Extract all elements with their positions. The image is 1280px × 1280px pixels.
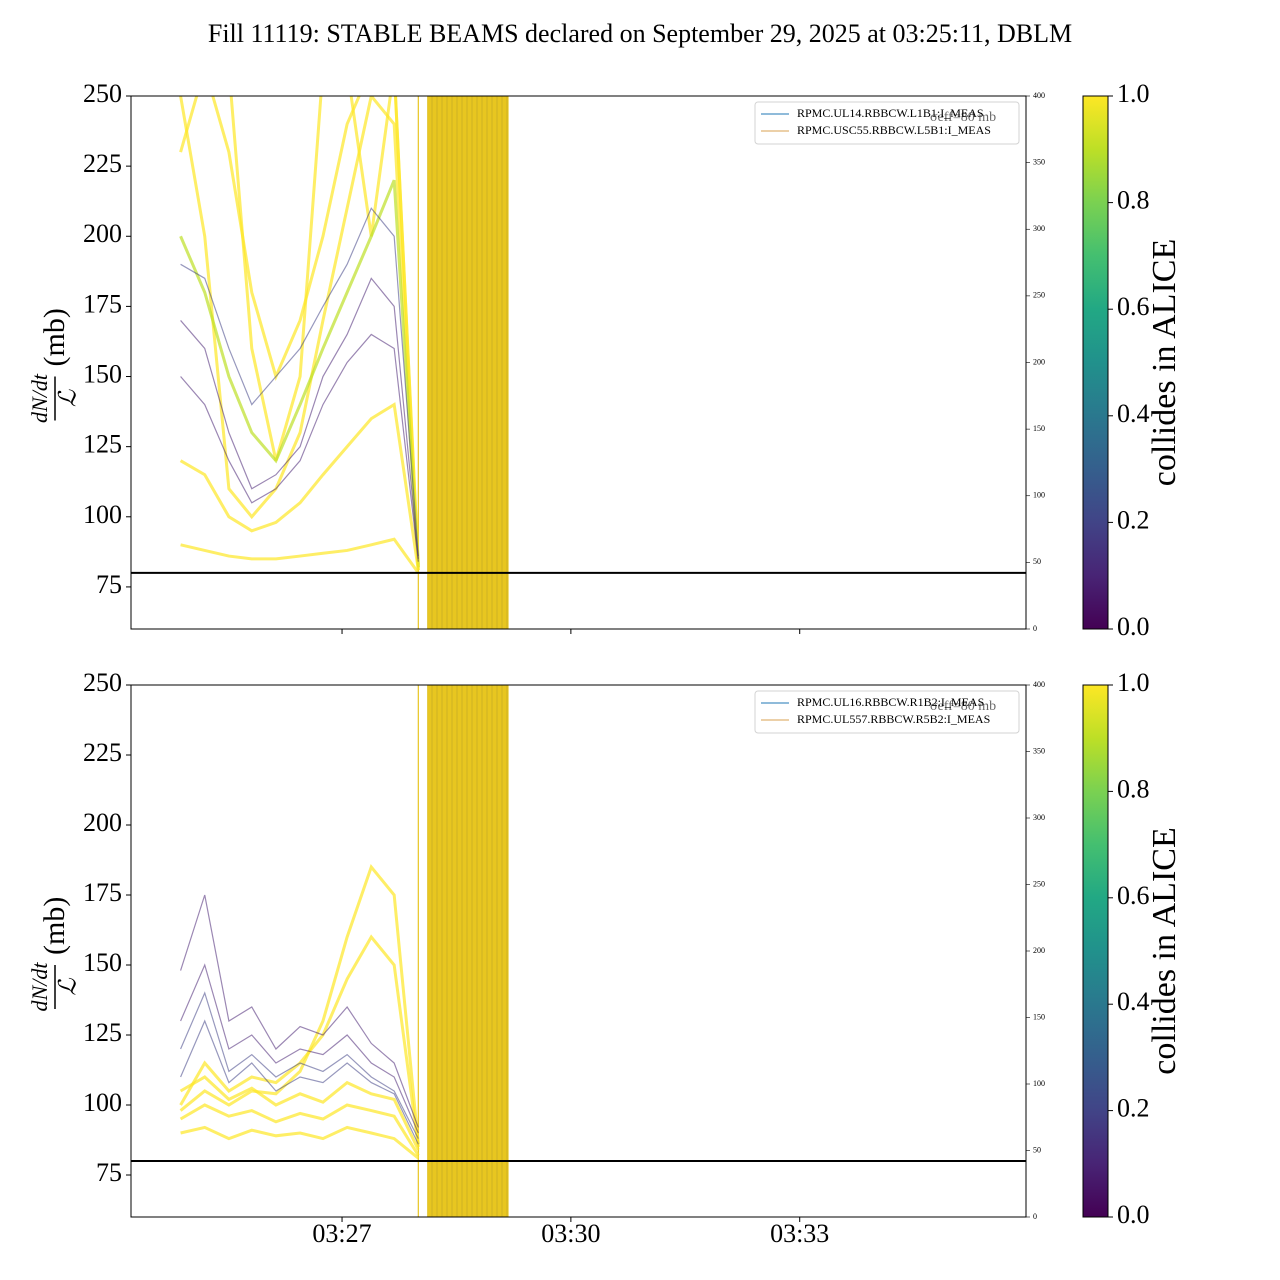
trace — [211, 96, 420, 568]
trace — [179, 863, 420, 1145]
y-label-numerator: dN/dt — [27, 373, 52, 423]
y2-tick-label: 100 — [1033, 491, 1045, 500]
colorbar-tick-label: 0.6 — [1117, 292, 1150, 321]
legend-label: RPMC.UL14.RBBCW.L1B1:I_MEAS — [797, 106, 984, 120]
y2-tick-label: 150 — [1033, 424, 1045, 433]
y-tick-label: 125 — [83, 1018, 122, 1047]
y2-tick-label: 100 — [1033, 1079, 1045, 1088]
colorbar-tick-label: 0.2 — [1117, 505, 1150, 534]
y-label-unit: (mb) — [38, 308, 71, 366]
trace — [179, 1075, 420, 1151]
y-tick-label: 150 — [83, 948, 122, 977]
trace — [180, 333, 419, 562]
y-tick-label: 250 — [83, 668, 122, 697]
y-label-denominator: ℒ — [56, 978, 82, 996]
trace — [180, 277, 419, 559]
trace — [180, 1019, 419, 1145]
y-label-numerator: dN/dt — [27, 962, 52, 1012]
colorbar-tick-label: 0.8 — [1117, 186, 1150, 215]
y-tick-label: 225 — [83, 738, 122, 767]
colorbar-tick-label: 1.0 — [1117, 668, 1150, 697]
x-tick-label: 03:33 — [770, 1219, 829, 1248]
trace — [180, 991, 419, 1139]
y2-tick-label: 300 — [1033, 813, 1045, 822]
trace — [179, 402, 420, 571]
y-tick-label: 100 — [83, 1088, 122, 1117]
plot-area — [171, 685, 985, 1217]
y-label-unit: (mb) — [38, 897, 71, 955]
y-tick-label: 100 — [83, 500, 122, 529]
y-label-denominator: ℒ — [56, 389, 82, 407]
y-tick-label: 175 — [83, 289, 122, 318]
figure-title: Fill 11119: STABLE BEAMS declared on Sep… — [208, 19, 1072, 48]
axes-frame — [130, 95, 1027, 630]
trace — [179, 1103, 420, 1157]
y-tick-label: 225 — [83, 149, 122, 178]
colorbar-tick-label: 0.4 — [1117, 987, 1150, 1016]
y2-tick-label: 350 — [1033, 746, 1045, 755]
axes-frame — [130, 684, 1027, 1218]
legend-label: RPMC.UL557.RBBCW.R5B2:I_MEAS — [797, 712, 990, 726]
y2-tick-label: 200 — [1033, 357, 1045, 366]
plot-area — [171, 96, 985, 629]
colorbar-tick-label: 0.0 — [1117, 1200, 1150, 1229]
y-tick-label: 150 — [83, 359, 122, 388]
legend-box — [754, 101, 1020, 145]
colorbar-label: collides in ALICE — [1146, 239, 1183, 486]
colorbar-tick-label: 0.4 — [1117, 399, 1150, 428]
y-tick-label: 75 — [96, 1158, 122, 1187]
y2-tick-label: 400 — [1033, 680, 1045, 689]
trace — [180, 207, 419, 557]
vertical-band-stripes — [427, 96, 509, 629]
legend-box — [754, 690, 1020, 734]
x-tick-label: 03:27 — [312, 1219, 371, 1248]
y2-tick-label: 200 — [1033, 946, 1045, 955]
y2-tick-label: 0 — [1033, 1212, 1037, 1221]
legend-label: RPMC.UL16.RBBCW.R1B2:I_MEAS — [797, 695, 984, 709]
y2-tick-label: 150 — [1033, 1012, 1045, 1021]
trace — [180, 1125, 420, 1160]
colorbar-tick-label: 0.0 — [1117, 612, 1150, 641]
legend-label: RPMC.USC55.RBBCW.L5B1:I_MEAS — [797, 123, 991, 137]
colorbar — [1082, 684, 1109, 1218]
colorbar-tick-label: 0.2 — [1117, 1094, 1150, 1123]
y2-tick-label: 350 — [1033, 157, 1045, 166]
y2-tick-label: 250 — [1033, 291, 1045, 300]
threshold-label: σeff=80 mb — [930, 110, 996, 125]
y-axis-label: dN/dt ℒ (mb) — [27, 308, 81, 423]
colorbar-tick-label: 1.0 — [1117, 79, 1150, 108]
trace — [180, 894, 419, 1128]
y-tick-label: 175 — [83, 878, 122, 907]
vertical-band-stripes — [427, 685, 509, 1217]
y-tick-label: 200 — [83, 219, 122, 248]
y2-tick-label: 300 — [1033, 224, 1045, 233]
y-tick-label: 125 — [83, 430, 122, 459]
colorbar — [1082, 95, 1109, 630]
trace — [179, 934, 420, 1148]
y-axis-label: dN/dt ℒ (mb) — [27, 897, 81, 1012]
x-tick-label: 03:30 — [541, 1219, 600, 1248]
trace — [180, 963, 419, 1134]
threshold-label: σeff=80 mb — [930, 699, 996, 714]
colorbar-tick-label: 0.6 — [1117, 881, 1150, 910]
y-tick-label: 200 — [83, 808, 122, 837]
y2-tick-label: 50 — [1033, 1145, 1041, 1154]
y-tick-label: 250 — [83, 79, 122, 108]
trace — [179, 96, 420, 565]
y2-tick-label: 0 — [1033, 624, 1037, 633]
colorbar-tick-label: 0.8 — [1117, 774, 1150, 803]
y2-tick-label: 250 — [1033, 879, 1045, 888]
colorbar-label: collides in ALICE — [1146, 827, 1183, 1074]
y2-tick-label: 400 — [1033, 91, 1045, 100]
trace — [180, 537, 420, 574]
y-tick-label: 75 — [96, 570, 122, 599]
y2-tick-label: 50 — [1033, 557, 1041, 566]
